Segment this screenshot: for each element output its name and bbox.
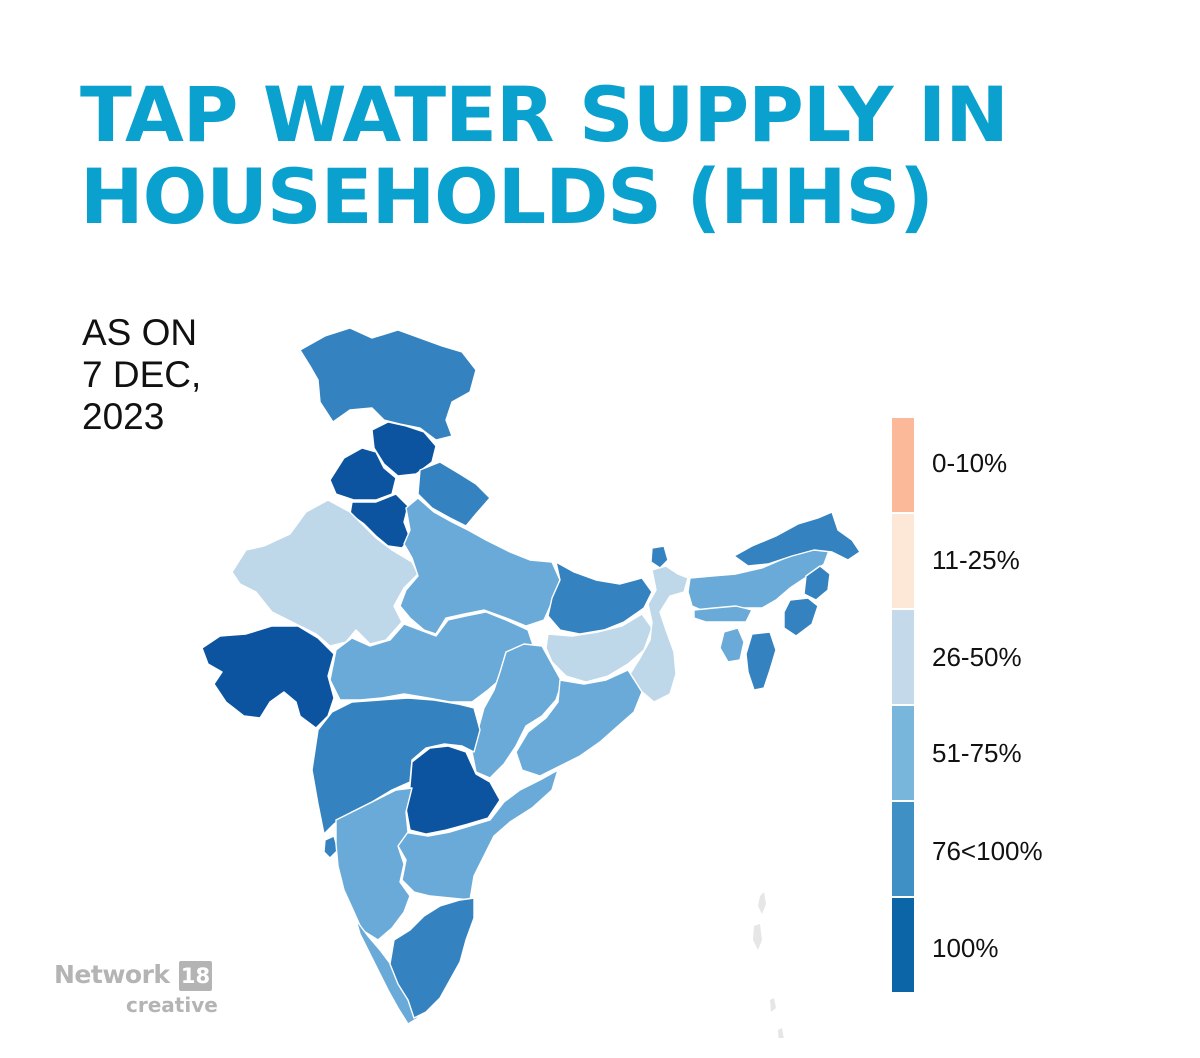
region-bihar [547, 561, 653, 635]
region-telangana [405, 745, 501, 835]
region-tamil-nadu [389, 897, 475, 1019]
island-andaman-2 [753, 924, 762, 950]
date-label: AS ON 7 DEC, 2023 [82, 312, 201, 438]
region-punjab [329, 447, 397, 501]
region-himachal-pradesh [371, 421, 437, 477]
legend-label-11-25: 11-25% [932, 545, 1020, 575]
region-manipur [783, 597, 819, 637]
logo-creative-text: creative [126, 993, 218, 1017]
legend-swatch-76-100 [892, 802, 914, 896]
title-line-2: HOUSEHOLDS (HHS) [80, 152, 934, 241]
region-arunachal-pradesh [733, 511, 861, 567]
legend-label-0-10: 0-10% [932, 448, 1008, 478]
legend-label-76-100: 76<100% [932, 836, 1043, 866]
region-karnataka [335, 787, 413, 941]
region-jharkhand [545, 613, 653, 683]
region-odisha [515, 669, 643, 777]
region-chhattisgarh [471, 643, 563, 779]
title-line-1: TAP WATER SUPPLY IN [80, 70, 1009, 159]
logo-number-badge: 18 [179, 961, 212, 991]
region-jammu-kashmir [299, 327, 477, 441]
page-title: TAP WATER SUPPLY IN HOUSEHOLDS (HHS) [80, 74, 1140, 238]
island-nicobar-1 [770, 998, 776, 1012]
date-line-2: 7 DEC, [82, 354, 202, 395]
legend-swatch-100 [892, 898, 914, 992]
date-line-1: AS ON [82, 312, 198, 353]
region-andhra-pradesh [397, 769, 559, 901]
region-rajasthan [231, 499, 419, 647]
region-tripura [719, 627, 745, 663]
legend-label-26-50: 26-50% [932, 642, 1022, 672]
region-uttarakhand [417, 461, 491, 527]
network18-logo: Network 18 creative [54, 960, 234, 1022]
region-uttar-pradesh [399, 497, 561, 635]
legend-label-100: 100% [932, 933, 999, 963]
region-goa [323, 835, 339, 859]
region-sikkim [650, 545, 669, 569]
region-kerala [355, 919, 419, 1025]
logo-network-text: Network [54, 960, 170, 989]
region-andaman-nicobar [753, 892, 784, 1038]
island-nicobar-2 [778, 1028, 784, 1038]
india-map-svg [201, 327, 861, 1038]
india-map [190, 318, 870, 1038]
island-andaman-1 [758, 892, 766, 914]
region-gujarat [201, 625, 335, 729]
legend-swatch-26-50 [892, 610, 914, 704]
map-legend: 0-10% 11-25% 26-50% 51-75% 76<100% 100% [892, 418, 1132, 993]
date-line-3: 2023 [82, 396, 165, 437]
legend-swatch-11-25 [892, 514, 914, 608]
region-meghalaya [693, 605, 753, 623]
region-west-bengal [629, 565, 689, 703]
region-maharashtra [311, 697, 481, 835]
legend-swatch-0-10 [892, 418, 914, 512]
region-nagaland [803, 565, 831, 601]
region-mizoram [745, 631, 777, 691]
legend-label-51-75: 51-75% [932, 738, 1022, 768]
legend-swatch-51-75 [892, 706, 914, 800]
